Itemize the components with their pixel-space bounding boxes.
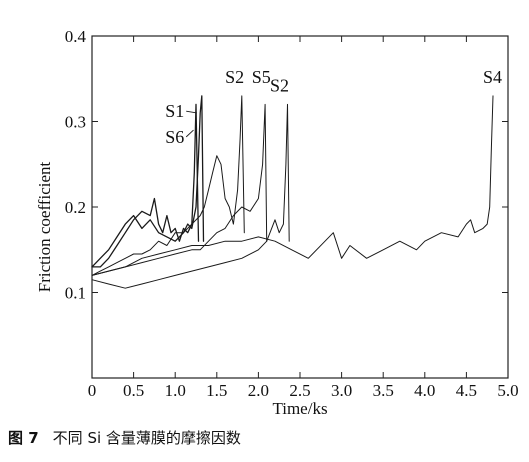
series-line-s2-4 xyxy=(91,103,290,289)
series-line-s2-2 xyxy=(91,95,245,276)
series-label-s2: S2 xyxy=(225,67,244,87)
caption-text: 不同 Si 含量薄膜的摩擦因数 xyxy=(52,429,241,447)
figure-number: 图 7 xyxy=(8,429,39,447)
series-line-s4-5 xyxy=(91,95,494,276)
series-line-s5-3 xyxy=(91,103,268,276)
x-tick-label: 3.0 xyxy=(331,381,352,400)
x-tick-label: 4.0 xyxy=(414,381,435,400)
series-label-s5: S5 xyxy=(252,67,271,87)
x-tick-label: 2.0 xyxy=(248,381,269,400)
series-label-s6: S6 xyxy=(165,127,184,147)
plot-frame xyxy=(91,35,509,379)
series-label-s1: S1 xyxy=(165,101,184,121)
x-tick-label: 2.5 xyxy=(289,381,310,400)
figure-caption: 图 7 不同 Si 含量薄膜的摩擦因数 xyxy=(8,427,523,448)
x-axis: 0 0.5 1.0 1.5 2.0 2.5 3.0 3.5 4.0 4.5 5.0 xyxy=(88,36,519,400)
label-leader-line xyxy=(185,129,194,138)
series-label-s4: S4 xyxy=(483,67,502,87)
y-axis: 0.1 0.2 0.3 0.4 xyxy=(65,27,508,303)
y-tick-label: 0.1 xyxy=(65,284,86,303)
label-leader-line xyxy=(186,110,197,114)
plot-border xyxy=(91,35,509,379)
friction-chart: 0 0.5 1.0 1.5 2.0 2.5 3.0 3.5 4.0 4.5 5.0 0.10.20.… xyxy=(35,27,519,418)
x-tick-label: 0.5 xyxy=(123,381,144,400)
y-tick-label: 0.4 xyxy=(65,27,87,46)
x-tick-label: 0 xyxy=(88,381,97,400)
series-line-s1-0 xyxy=(91,95,205,268)
y-tick-label: 0.2 xyxy=(65,198,86,217)
x-tick-label: 1.0 xyxy=(165,381,186,400)
y-tick-label: 0.3 xyxy=(65,113,86,132)
y-axis-title: Friction coefficient xyxy=(35,162,54,293)
x-tick-label: 4.5 xyxy=(456,381,477,400)
series-label-s2: S2 xyxy=(270,76,289,96)
x-tick-label: 5.0 xyxy=(497,381,518,400)
series-layer xyxy=(91,95,494,289)
x-tick-label: 3.5 xyxy=(373,381,394,400)
x-tick-label: 1.5 xyxy=(206,381,227,400)
x-axis-title: Time/ks xyxy=(272,399,327,418)
series-line-s6-1 xyxy=(91,103,200,268)
